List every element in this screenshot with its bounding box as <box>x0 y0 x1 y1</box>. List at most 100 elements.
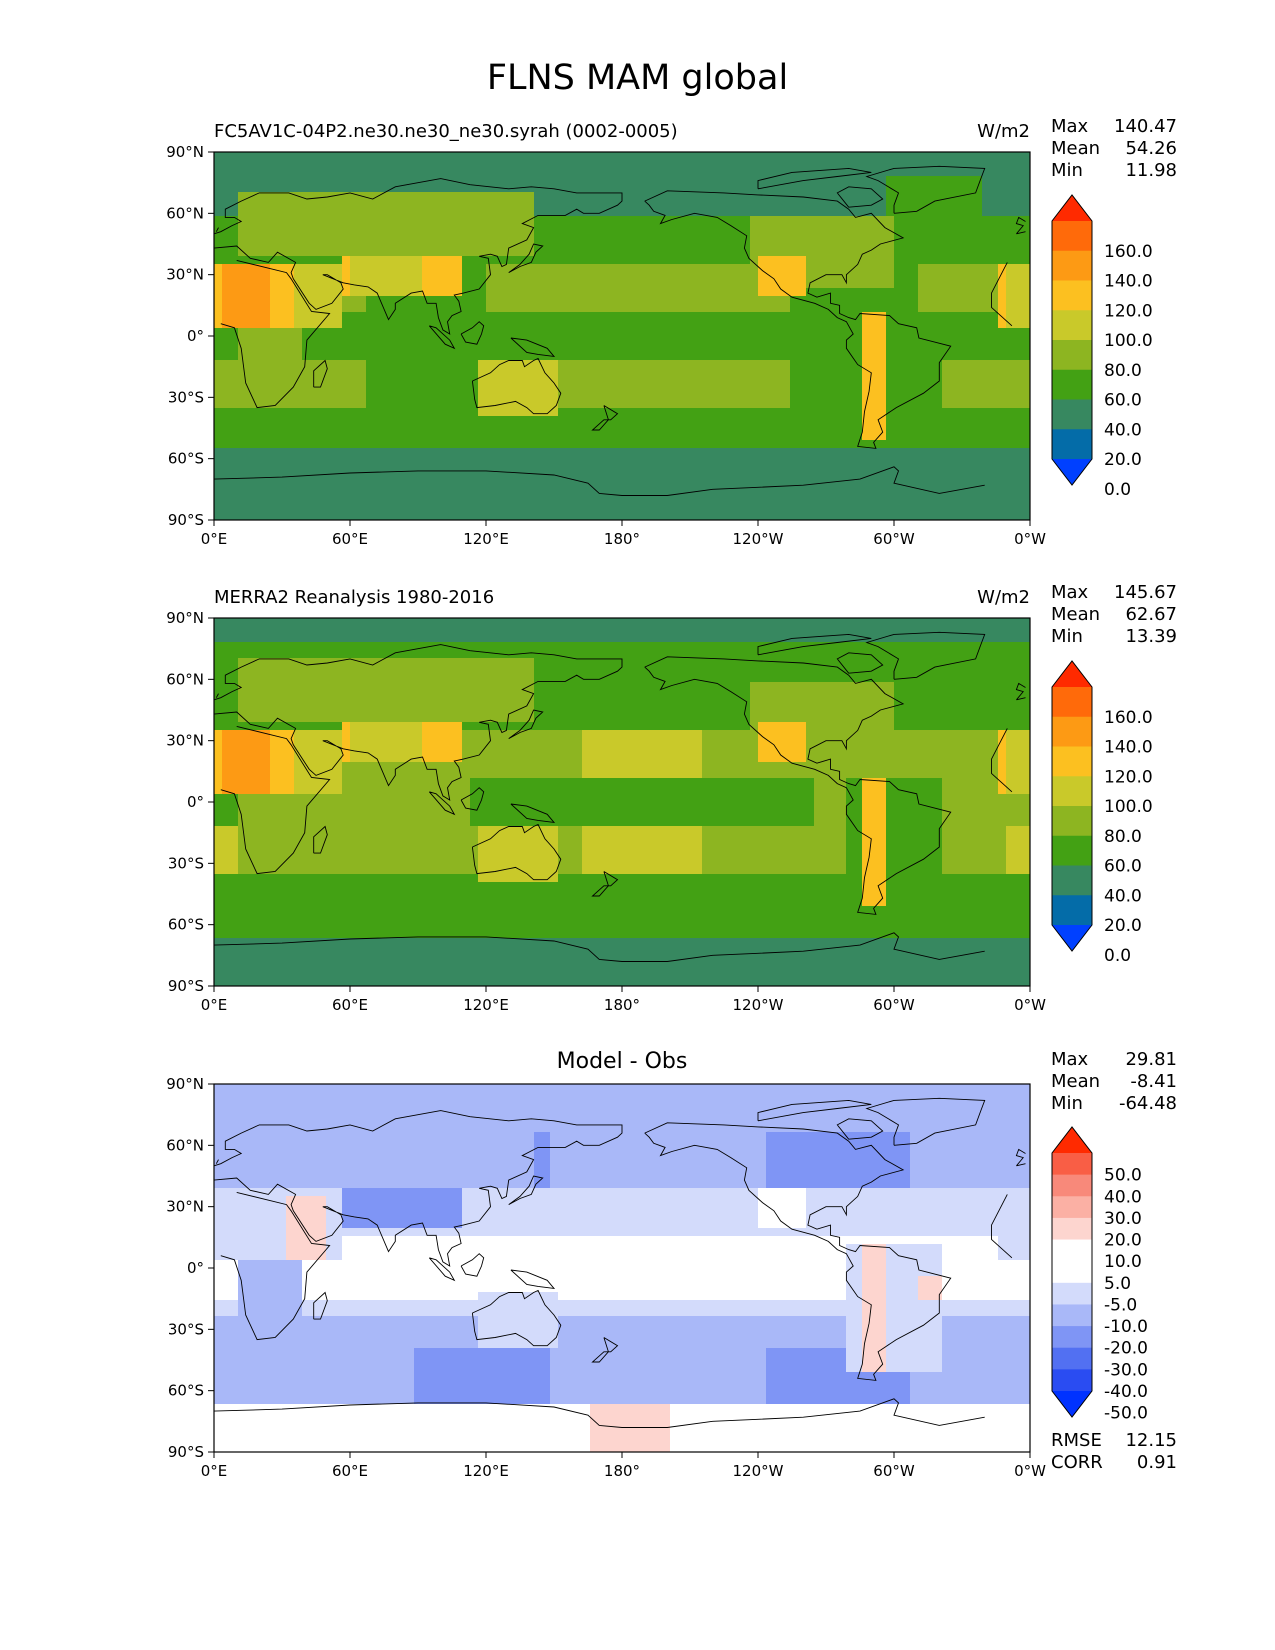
map-cell <box>622 360 631 369</box>
map-cell <box>214 810 223 819</box>
map-cell <box>398 368 407 377</box>
map-cell <box>222 256 231 265</box>
map-cell <box>406 480 415 489</box>
map-cell <box>494 264 503 273</box>
map-cell <box>470 368 479 377</box>
map-cell <box>374 168 383 177</box>
map-cell <box>822 464 831 473</box>
map-cell <box>438 176 447 185</box>
map-cell <box>230 272 239 281</box>
map-cell <box>638 432 647 441</box>
map-cell <box>510 464 519 473</box>
map-cell <box>462 152 471 161</box>
map-cell <box>214 160 223 169</box>
map-cell <box>230 786 239 795</box>
map-cell <box>422 512 431 521</box>
map-cell <box>222 650 231 659</box>
map-cell <box>974 344 983 353</box>
map-cell <box>222 248 231 257</box>
map-cell <box>822 376 831 385</box>
map-cell <box>654 424 663 433</box>
map-cell <box>446 464 455 473</box>
map-cell <box>886 392 895 401</box>
map-cell <box>734 184 743 193</box>
map-cell <box>638 216 647 225</box>
map-cell <box>294 248 303 257</box>
map-cell <box>510 344 519 353</box>
map-cell <box>550 488 559 497</box>
map-cell <box>430 312 439 321</box>
map-cell <box>462 200 471 209</box>
map-cell <box>558 232 567 241</box>
map-cell <box>558 344 567 353</box>
map-cell <box>870 392 879 401</box>
map-cell <box>606 168 615 177</box>
map-cell <box>854 344 863 353</box>
map-cell <box>374 408 383 417</box>
map-cell <box>534 464 543 473</box>
map-cell <box>966 160 975 169</box>
map-cell <box>486 288 495 297</box>
map-cell <box>566 264 575 273</box>
map-cell <box>646 320 655 329</box>
map-cell <box>486 432 495 441</box>
map-cell <box>774 512 783 521</box>
map-cell <box>326 480 335 489</box>
map-cell <box>238 264 247 273</box>
map-cell <box>950 384 959 393</box>
map-cell <box>422 248 431 257</box>
map-cell <box>878 496 887 505</box>
map-cell <box>598 368 607 377</box>
map-cell <box>222 826 231 835</box>
map-cell <box>342 280 351 289</box>
map-cell <box>422 480 431 489</box>
map-cell <box>966 336 975 345</box>
map-cell <box>910 288 919 297</box>
map-cell <box>678 336 687 345</box>
map-cell <box>294 480 303 489</box>
map-cell <box>398 488 407 497</box>
map-cell <box>214 818 223 827</box>
map-cell <box>654 272 663 281</box>
map-cell <box>742 440 751 449</box>
map-cell <box>1014 344 1023 353</box>
map-cell <box>598 456 607 465</box>
map-cell <box>750 264 759 273</box>
map-cell <box>446 208 455 217</box>
map-cell <box>702 240 711 249</box>
map-cell <box>742 288 751 297</box>
map-cell <box>1022 488 1031 497</box>
map-cell <box>718 496 727 505</box>
map-cell <box>302 352 311 361</box>
map-cell <box>302 176 311 185</box>
map-cell <box>918 496 927 505</box>
map-cell <box>926 272 935 281</box>
map-cell <box>302 224 311 233</box>
map-cell <box>526 440 535 449</box>
map-cell <box>966 464 975 473</box>
map-cell <box>590 176 599 185</box>
map-cell <box>622 304 631 313</box>
map-cell <box>574 200 583 209</box>
map-cell <box>214 432 223 441</box>
map-cell <box>790 448 799 457</box>
map-cell <box>366 216 375 225</box>
map-cell <box>806 400 815 409</box>
map-cell <box>950 368 959 377</box>
map-cell <box>662 248 671 257</box>
map-cell <box>662 360 671 369</box>
map-cell <box>822 176 831 185</box>
map-cell <box>902 472 911 481</box>
map-cell <box>238 914 247 923</box>
map-cell <box>318 240 327 249</box>
map-cell <box>542 216 551 225</box>
map-cell <box>878 176 887 185</box>
map-cell <box>606 272 615 281</box>
map-cell <box>958 152 967 161</box>
map-cell <box>238 256 247 265</box>
map-cell <box>414 192 423 201</box>
map-cell <box>942 384 951 393</box>
map-cell <box>342 232 351 241</box>
map-cell <box>822 320 831 329</box>
map-cell <box>614 376 623 385</box>
